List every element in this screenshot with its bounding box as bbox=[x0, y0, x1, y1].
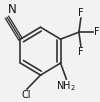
Text: Cl: Cl bbox=[22, 90, 31, 100]
Text: NH$_2$: NH$_2$ bbox=[56, 80, 76, 93]
Text: F: F bbox=[94, 27, 100, 37]
Text: N: N bbox=[8, 3, 17, 16]
Text: F: F bbox=[78, 47, 84, 57]
Text: F: F bbox=[78, 8, 84, 18]
